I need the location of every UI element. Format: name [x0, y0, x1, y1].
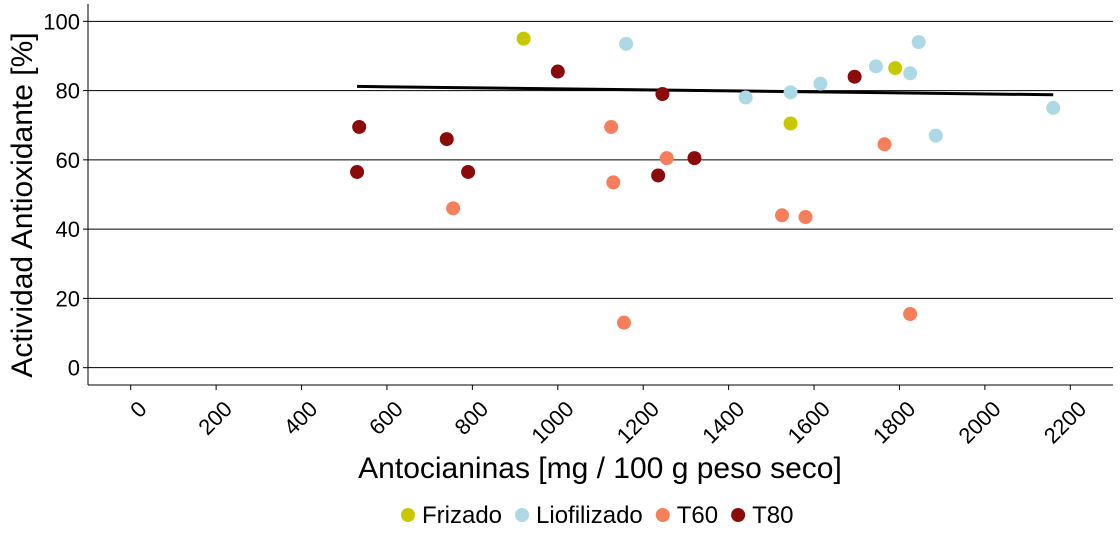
x-tick-label: 200	[193, 396, 237, 440]
x-tick-label: 1800	[868, 396, 920, 448]
data-point	[659, 151, 674, 166]
x-tick-label: 1400	[697, 396, 749, 448]
data-point	[352, 119, 367, 134]
legend-item-frizado: Frizado	[401, 502, 502, 529]
data-point	[847, 69, 862, 84]
data-point	[738, 90, 753, 105]
data-point	[1046, 100, 1061, 115]
data-point	[350, 164, 365, 179]
x-tick-label: 2200	[1039, 396, 1091, 448]
data-point	[461, 164, 476, 179]
legend-label: Liofilizado	[536, 502, 643, 529]
data-point	[550, 64, 565, 79]
data-point	[606, 175, 621, 190]
legend-swatch	[731, 508, 746, 522]
data-point	[813, 76, 828, 91]
data-point	[783, 116, 798, 131]
data-point	[928, 128, 943, 143]
axes	[83, 4, 1113, 390]
legend-label: T60	[677, 502, 718, 529]
legend-label: Frizado	[422, 502, 502, 529]
data-point	[616, 315, 631, 330]
data-points	[350, 31, 1061, 330]
data-point	[911, 35, 926, 50]
y-tick-label: 80	[56, 79, 80, 104]
x-tick-label: 600	[364, 396, 408, 440]
series-t60	[446, 119, 918, 330]
legend-swatch	[655, 508, 670, 522]
trend-line-layer	[357, 84, 1054, 97]
y-tick-label: 0	[68, 356, 80, 381]
grid-lines	[88, 20, 1113, 369]
x-tick-label: 2000	[953, 396, 1005, 448]
data-point	[655, 87, 670, 102]
legend-swatch	[401, 508, 415, 522]
y-axis-title: Actividad Antioxidante [%]	[6, 32, 39, 377]
legend-label: T80	[752, 502, 793, 529]
data-point	[516, 31, 531, 46]
series-liofilizado	[619, 35, 1061, 143]
series-frizado	[516, 31, 903, 131]
data-point	[775, 208, 790, 223]
data-point	[877, 137, 892, 152]
data-point	[619, 36, 634, 51]
legend-item-liofilizado: Liofilizado	[515, 502, 643, 529]
data-point	[868, 59, 883, 74]
x-tick-label: 1000	[526, 396, 578, 448]
x-axis-title: Antocianinas [mg / 100 g peso seco]	[358, 452, 842, 485]
data-point	[604, 119, 619, 134]
y-tick-label: 60	[56, 148, 80, 173]
data-point	[798, 210, 813, 225]
legend-item-t80: T80	[731, 502, 793, 529]
data-point	[888, 61, 903, 76]
data-point	[903, 66, 918, 81]
data-point	[651, 168, 666, 183]
data-point	[783, 85, 798, 100]
trend-line	[357, 84, 1054, 97]
series-t80	[350, 64, 862, 183]
legend: Frizado Liofilizado T60 T80	[401, 502, 793, 529]
x-tick-label: 400	[279, 396, 323, 440]
data-point	[439, 132, 454, 147]
data-point	[903, 306, 918, 321]
x-tick-label: 0	[125, 396, 151, 422]
legend-item-t60: T60	[655, 502, 718, 529]
y-tick-label: 100	[43, 9, 80, 34]
x-tick-label: 1600	[783, 396, 835, 448]
legend-swatch	[515, 508, 530, 522]
data-point	[687, 151, 702, 166]
data-point	[446, 201, 461, 216]
x-tick-label: 1200	[612, 396, 664, 448]
y-tick-label: 40	[56, 217, 80, 242]
y-tick-label: 20	[56, 286, 80, 311]
x-tick-label: 800	[450, 396, 494, 440]
